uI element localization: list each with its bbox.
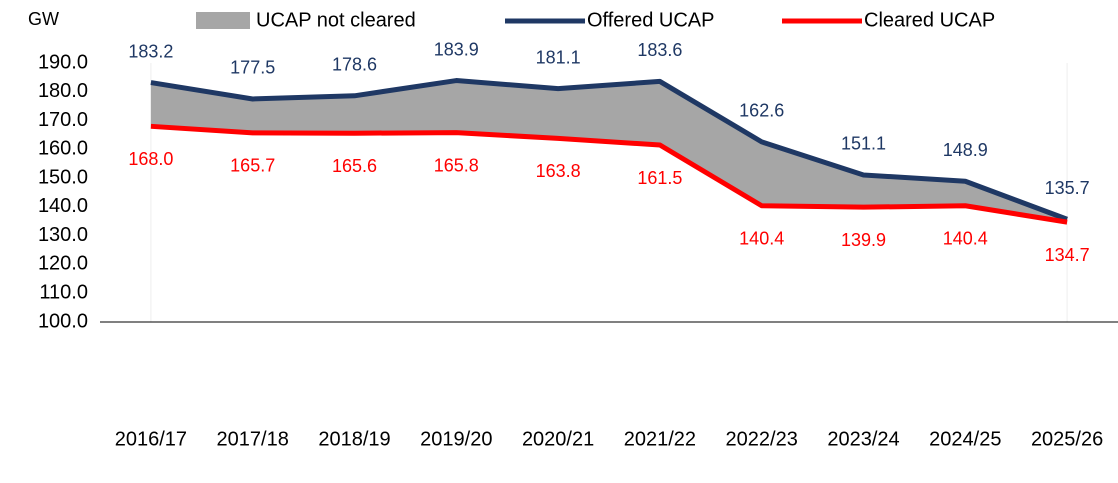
x-tick-label: 2017/18 (217, 428, 289, 450)
y-unit: GW (28, 9, 59, 29)
value-label: 134.7 (1045, 245, 1090, 265)
series-line (150, 123, 1068, 225)
x-tick-label: 2019/20 (420, 428, 492, 450)
area-not-cleared (150, 80, 1068, 223)
value-label: 181.1 (536, 47, 581, 67)
x-tick-label: 2016/17 (115, 428, 187, 450)
value-label: 140.4 (943, 228, 988, 248)
value-label: 183.6 (637, 40, 682, 60)
y-tick-label: 110.0 (39, 282, 88, 304)
value-label: 165.7 (230, 156, 275, 176)
value-label: 165.8 (434, 155, 479, 175)
x-tick-label: 2021/22 (624, 428, 696, 450)
value-label: 140.4 (739, 228, 784, 248)
x-tick-label: 2022/23 (726, 428, 798, 450)
value-label: 148.9 (943, 140, 988, 160)
y-tick-label: 120.0 (38, 253, 88, 275)
value-label: 168.0 (128, 149, 173, 169)
x-tick-label: 2024/25 (929, 428, 1001, 450)
value-label: 162.6 (739, 101, 784, 121)
legend-swatch (196, 12, 250, 29)
y-tick-label: 130.0 (38, 224, 88, 246)
x-tick-label: 2018/19 (318, 428, 390, 450)
x-tick-label: 2023/24 (827, 428, 899, 450)
value-label: 135.7 (1045, 178, 1090, 198)
x-tick-label: 2025/26 (1031, 428, 1103, 450)
legend-label: Offered UCAP (587, 9, 714, 31)
y-tick-label: 180.0 (38, 80, 88, 102)
value-label: 177.5 (230, 58, 275, 78)
value-label: 151.1 (841, 134, 886, 154)
value-label: 139.9 (841, 230, 886, 250)
value-label: 183.9 (434, 39, 479, 59)
value-label: 165.6 (332, 156, 377, 176)
legend-label: Cleared UCAP (864, 9, 995, 31)
y-tick-label: 170.0 (38, 109, 88, 131)
series-line (150, 78, 1068, 222)
legend-label: UCAP not cleared (256, 9, 416, 31)
y-tick-label: 140.0 (38, 195, 88, 217)
value-label: 163.8 (536, 161, 581, 181)
value-label: 183.2 (128, 41, 173, 61)
value-label: 161.5 (637, 168, 682, 188)
y-tick-label: 160.0 (38, 138, 88, 160)
y-tick-label: 190.0 (38, 51, 88, 73)
x-tick-label: 2020/21 (522, 428, 594, 450)
value-label: 178.6 (332, 55, 377, 75)
y-tick-label: 150.0 (38, 166, 88, 188)
y-tick-label: 100.0 (38, 310, 88, 332)
